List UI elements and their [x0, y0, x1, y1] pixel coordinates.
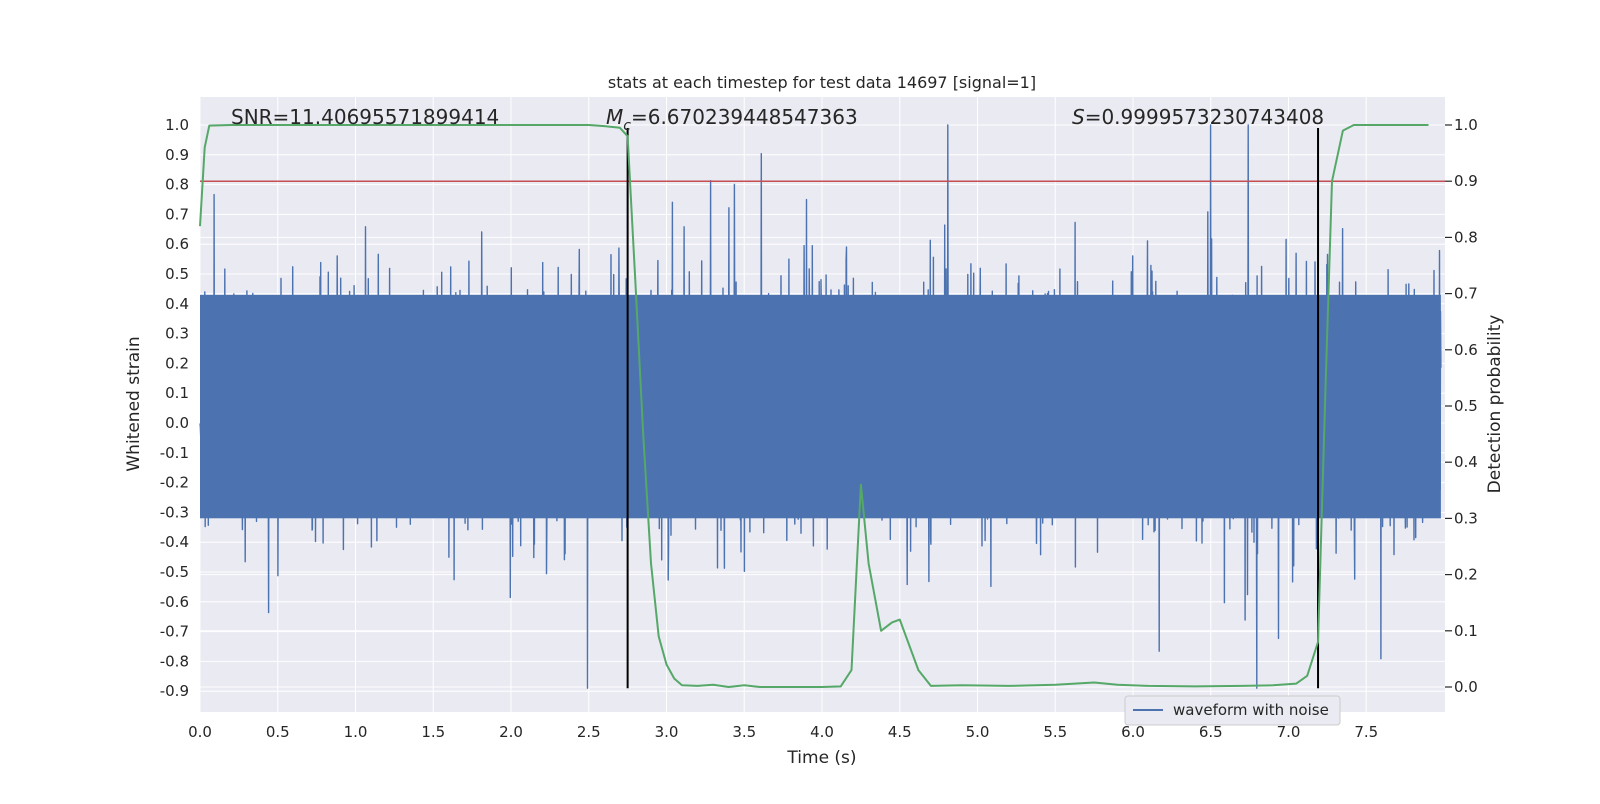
y-right-tick-label: 0.6 [1454, 341, 1478, 359]
x-tick-label: 7.0 [1277, 723, 1301, 741]
y-left-tick-label: 1.0 [165, 116, 189, 134]
x-tick-label: 3.0 [655, 723, 679, 741]
detection-score-annotation: S=0.9999573230743408 [1072, 105, 1324, 129]
y-right-tick-label: 0.0 [1454, 678, 1478, 696]
y-right-tick-label: 0.3 [1454, 509, 1478, 527]
snr-annotation: SNR=11.40695571899414 [231, 105, 499, 129]
y-left-tick-label: -0.3 [160, 503, 189, 521]
chirp-mass-value: =6.670239448547363 [631, 105, 858, 129]
legend: waveform with noise [1124, 695, 1341, 726]
y-right-tick-label: 0.1 [1454, 622, 1478, 640]
x-tick-label: 2.5 [577, 723, 601, 741]
y-right-tick-label: 0.4 [1454, 453, 1478, 471]
y-left-tick-label: 0.2 [165, 354, 189, 372]
waveform-dense-band [200, 294, 1441, 519]
y-right-tick-label: 0.8 [1454, 228, 1478, 246]
chirp-mass-annotation: Mc=6.670239448547363 [606, 105, 858, 134]
y-axis-label-right: Detection probability [1485, 315, 1505, 494]
x-tick-label: 3.5 [732, 723, 756, 741]
y-left-tick-label: 0.8 [165, 176, 189, 194]
y-left-tick-label: 0.9 [165, 146, 189, 164]
y-left-tick-label: -0.4 [160, 533, 189, 551]
y-left-tick-label: -0.1 [160, 444, 189, 462]
legend-box [1124, 695, 1341, 726]
detection-probability-line [199, 124, 1429, 688]
x-tick-label: 0.0 [188, 723, 212, 741]
y-right-tick-label: 0.2 [1454, 566, 1478, 584]
x-tick-label: 7.5 [1354, 723, 1378, 741]
y-left-tick-label: -0.6 [160, 593, 189, 611]
y-left-tick-label: 0.3 [165, 325, 189, 343]
legend-label: waveform with noise [1173, 701, 1329, 719]
chirp-mass-subscript: c [623, 118, 631, 134]
x-axis-label: Time (s) [786, 748, 856, 768]
chirp-mass-symbol: M [606, 105, 623, 129]
y-left-tick-label: 0.5 [165, 265, 189, 283]
chart-title: stats at each timestep for test data 146… [608, 73, 1036, 92]
detection-score-value: =0.9999573230743408 [1085, 105, 1324, 129]
y-right-tick-label: 0.9 [1454, 172, 1478, 190]
y-left-tick-label: 0.4 [165, 295, 189, 313]
y-right-tick-label: 0.7 [1454, 285, 1478, 303]
y-left-tick-label: -0.2 [160, 474, 189, 492]
x-tick-label: 1.0 [344, 723, 368, 741]
y-axis-label-left: Whitened strain [124, 336, 144, 471]
y-left-tick-label: -0.5 [160, 563, 189, 581]
x-tick-label: 6.5 [1199, 723, 1223, 741]
axis-ticks: 0.0 0.5 1.0 1.5 2.0 2.5 3.0 3.5 4.0 4.5 5.0 5.5 6.0 6… [160, 116, 1478, 741]
x-tick-label: 4.0 [810, 723, 834, 741]
x-tick-label: 6.0 [1121, 723, 1145, 741]
y-left-tick-label: -0.8 [160, 652, 189, 670]
y-left-tick-label: -0.9 [160, 682, 189, 700]
x-tick-label: 5.0 [966, 723, 990, 741]
y-left-tick-label: 0.1 [165, 384, 189, 402]
x-tick-label: 1.5 [421, 723, 445, 741]
y-left-tick-label: 0.7 [165, 205, 189, 223]
x-tick-label: 4.5 [888, 723, 912, 741]
overlay-lines [199, 124, 1445, 689]
y-left-tick-label: -0.7 [160, 623, 189, 641]
y-left-tick-label: 0.0 [165, 414, 189, 432]
x-tick-label: 2.0 [499, 723, 523, 741]
x-tick-label: 0.5 [266, 723, 290, 741]
detection-score-symbol: S [1072, 105, 1085, 129]
y-left-tick-label: 0.6 [165, 235, 189, 253]
y-right-tick-label: 0.5 [1454, 397, 1478, 415]
y-right-tick-label: 1.0 [1454, 116, 1478, 134]
waveform-series [199, 124, 1442, 689]
x-tick-label: 5.5 [1043, 723, 1067, 741]
